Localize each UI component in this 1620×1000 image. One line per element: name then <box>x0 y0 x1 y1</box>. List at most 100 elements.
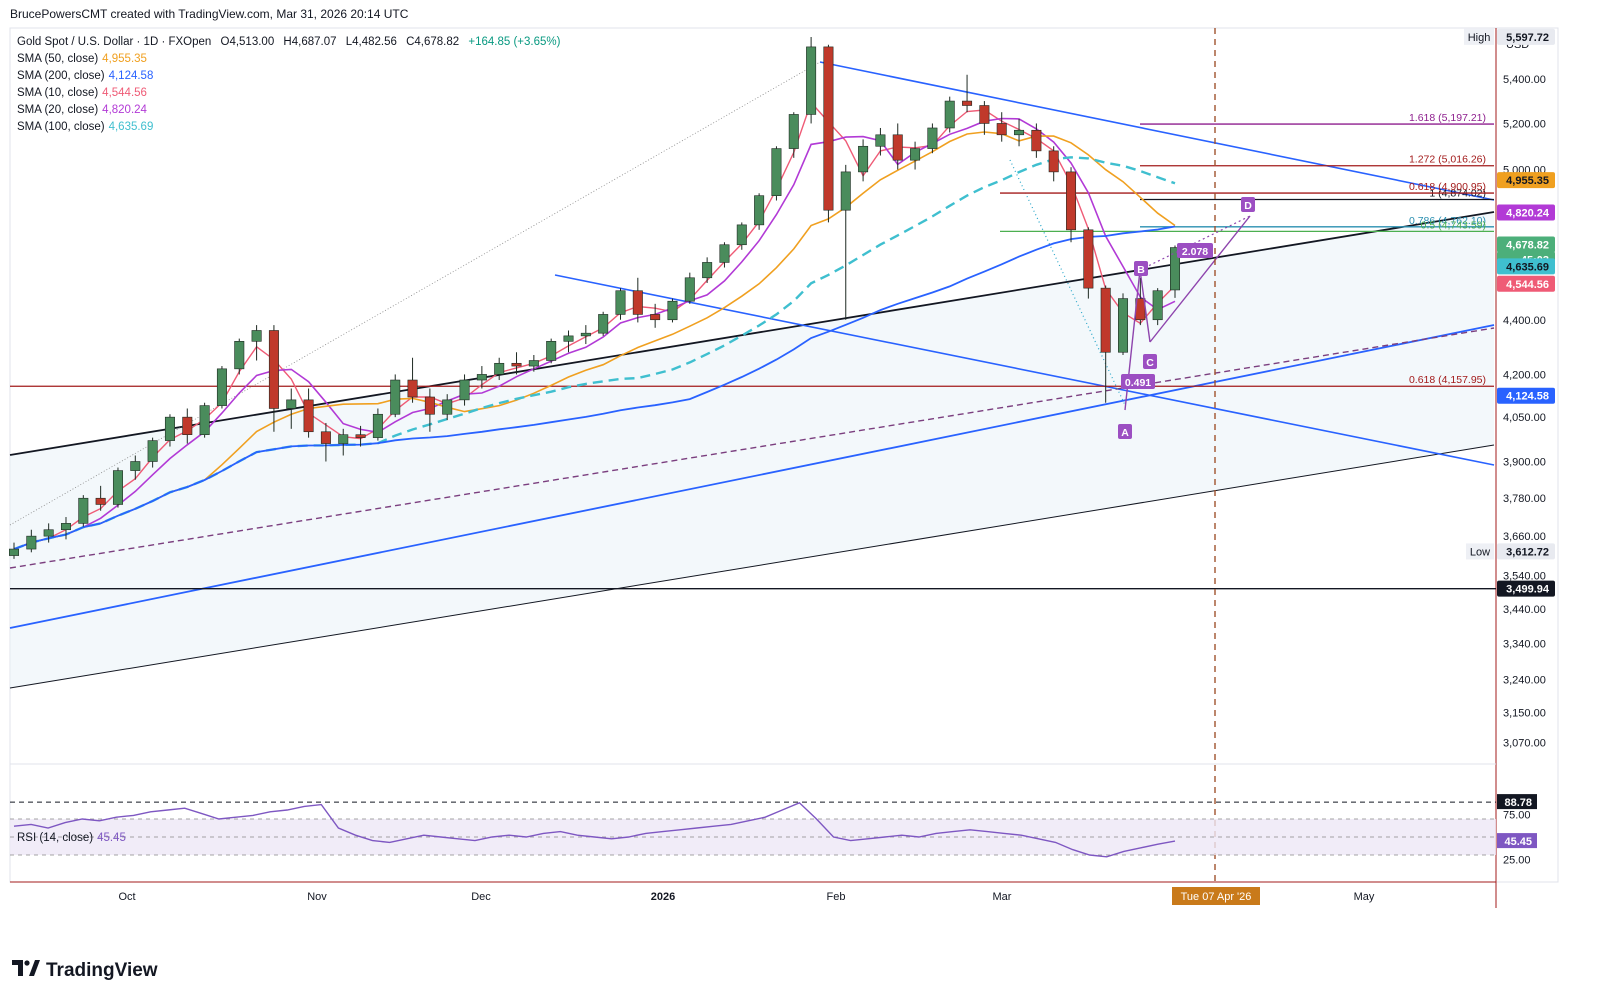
tradingview-logo[interactable]: TradingView <box>12 960 158 982</box>
bullish-candle <box>875 134 886 147</box>
low-value: L4,482.56 <box>345 36 397 48</box>
lower-black-trendline <box>9 444 1495 689</box>
bullish-candle <box>840 171 851 211</box>
point-d-label: D <box>1244 200 1252 212</box>
middle-blue-trendline <box>554 274 1495 466</box>
bearish-candle <box>407 379 418 398</box>
bearish-candle <box>632 290 643 315</box>
sma-50-label: SMA (50, close) <box>17 53 99 65</box>
bearish-candle <box>962 100 973 106</box>
price-tag-value: 4,678.82 <box>1506 240 1549 252</box>
bearish-candle <box>95 497 106 505</box>
sma-200-value: 4,124.58 <box>108 70 154 82</box>
bearish-candle <box>1031 129 1042 152</box>
bullish-candle <box>771 148 782 196</box>
price-tag-value: 5,597.72 <box>1506 32 1549 44</box>
rsi-current-tag: 45.45 <box>1504 836 1532 848</box>
price-tick-label: 4,400.00 <box>1503 315 1546 327</box>
bearish-candle <box>1066 171 1077 231</box>
bullish-candle <box>286 399 297 409</box>
bearish-candle <box>1083 229 1094 289</box>
sma-100-row[interactable]: SMA (100, close) 4,635.69 <box>17 119 566 136</box>
price-tick-label: 4,200.00 <box>1503 369 1546 381</box>
sma-50-value: 4,955.35 <box>102 53 147 65</box>
rsi-line <box>13 801 1176 858</box>
rsi-high-tag: 88.78 <box>1504 797 1532 809</box>
rsi-high-tag-bg <box>1497 794 1537 810</box>
high-tag: High <box>1468 32 1491 44</box>
bearish-candle <box>355 434 366 438</box>
price-tick-label: 3,900.00 <box>1503 457 1546 469</box>
fib-level-label: 1.272 (5,016.26) <box>1409 154 1486 166</box>
high-value: H4,687.07 <box>283 36 337 48</box>
bullish-candle <box>667 300 678 321</box>
price-tag-bg <box>1497 275 1555 292</box>
bullish-candle <box>615 290 626 315</box>
ratio-2078-label: 2.078 <box>1182 246 1208 258</box>
bearish-candle <box>892 134 903 161</box>
low-tag: Low <box>1470 546 1490 558</box>
bullish-candle <box>60 523 71 531</box>
fib-level-label: 0.5 (4,743.59) <box>1421 219 1486 231</box>
bullish-candle <box>910 148 921 161</box>
bullish-candle <box>754 195 765 226</box>
price-tag-value: 3,499.94 <box>1506 584 1550 596</box>
bullish-candle <box>1118 298 1129 353</box>
price-tick-label: 3,150.00 <box>1503 707 1546 719</box>
chart-legend: Gold Spot / U.S. Dollar · 1D · FXOpen O4… <box>17 34 566 136</box>
crosshair-date-label: Tue 07 Apr '26 <box>1181 891 1252 903</box>
bearish-candle <box>650 314 661 321</box>
price-tick-label: 3,540.00 <box>1503 570 1546 582</box>
rsi-legend[interactable]: RSI (14, close) 45.45 <box>17 832 126 844</box>
sma-10-row[interactable]: SMA (10, close) 4,544.56 <box>17 85 566 102</box>
upper-blue-trendline <box>819 61 1495 201</box>
price-tag-value: 4,544.56 <box>1506 279 1549 291</box>
ohlc-row: Gold Spot / U.S. Dollar · 1D · FXOpen O4… <box>17 34 566 51</box>
ratio-2078-label-badge <box>1177 243 1213 258</box>
rsi-tick-label: 25.00 <box>1503 855 1531 867</box>
point-c-label-badge <box>1143 354 1157 369</box>
price-tag-bg <box>1497 172 1555 189</box>
bullish-candle <box>251 330 262 342</box>
upper-black-trendline <box>9 211 1495 456</box>
price-tick-label: 4,050.00 <box>1503 412 1546 424</box>
rsi-label: RSI (14, close) <box>17 832 94 844</box>
bearish-candle <box>424 396 435 415</box>
abcd-cd-leg <box>1149 215 1251 343</box>
bearish-candle <box>182 416 193 435</box>
price-tick-label: 3,240.00 <box>1503 674 1546 686</box>
point-b-label: B <box>1137 264 1145 276</box>
bullish-candle <box>234 341 245 370</box>
symbol-title[interactable]: Gold Spot / U.S. Dollar · 1D · FXOpen <box>17 36 212 48</box>
time-tick-label: Mar <box>993 891 1012 903</box>
bullish-candle <box>130 461 141 471</box>
bullish-candle <box>858 145 869 173</box>
sma-20-row[interactable]: SMA (20, close) 4,820.24 <box>17 102 566 119</box>
fib-level-label: 0.618 (4,900.95) <box>1409 181 1486 193</box>
sma-10-value: 4,544.56 <box>102 87 147 99</box>
time-tick-label: Dec <box>471 891 491 903</box>
rsi-tick-label: 75.00 <box>1503 810 1531 822</box>
sma-50-row[interactable]: SMA (50, close) 4,955.35 <box>17 51 566 68</box>
fib-level-label: 0.618 (4,157.95) <box>1409 374 1486 386</box>
bearish-candle <box>823 46 834 211</box>
change-value: +164.85 (+3.65%) <box>468 36 561 48</box>
bearish-candle <box>1100 287 1111 353</box>
bearish-candle <box>1048 150 1059 173</box>
tradingview-mark-icon <box>12 960 40 982</box>
bullish-candle <box>1014 129 1025 136</box>
bullish-candle <box>927 127 938 149</box>
fib-level-label: 1.618 (5,197.21) <box>1409 112 1486 124</box>
price-tag-bg <box>1497 387 1555 404</box>
sma-200-row[interactable]: SMA (200, close) 4,124.58 <box>17 68 566 85</box>
lower-blue-trendline <box>9 324 1495 629</box>
bullish-candle <box>598 314 609 334</box>
bearish-candle <box>996 123 1007 136</box>
bullish-candle <box>580 332 591 337</box>
bullish-candle <box>546 341 557 361</box>
bullish-candle <box>719 244 730 263</box>
price-tag-bg <box>1497 543 1555 560</box>
price-tick-label: 3,070.00 <box>1503 738 1546 750</box>
bullish-candle <box>563 335 574 342</box>
